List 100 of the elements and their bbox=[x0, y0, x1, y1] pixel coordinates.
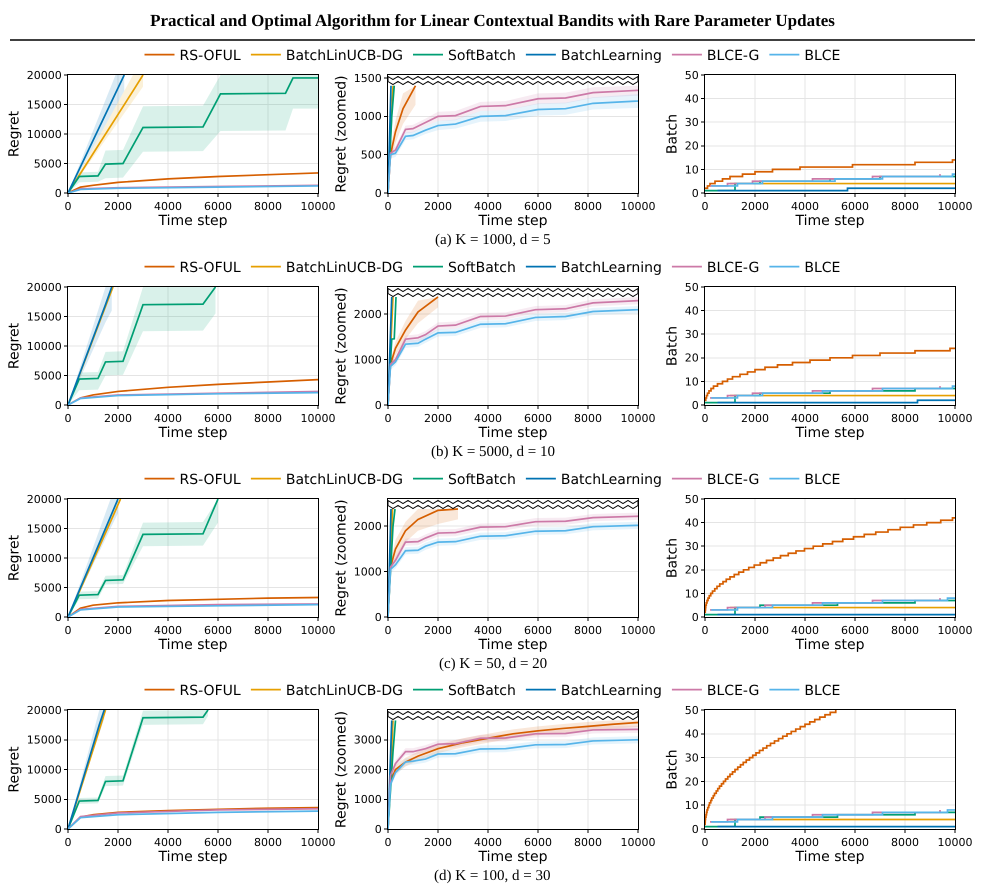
y-tick-label: 10 bbox=[684, 163, 699, 176]
legend-label: BLCE-G bbox=[706, 260, 760, 276]
x-axis-title: Time step bbox=[794, 849, 865, 866]
y-tick-label: 1000 bbox=[354, 793, 382, 806]
x-tick-label: 4000 bbox=[154, 412, 182, 426]
x-tick-label: 4000 bbox=[474, 836, 502, 850]
x-tick-label: 0 bbox=[64, 200, 72, 214]
x-tick-label: 4000 bbox=[474, 412, 502, 426]
y-axis-title: Regret (zoomed) bbox=[333, 287, 350, 405]
y-tick-label: 3000 bbox=[354, 734, 382, 747]
y-tick-label: 10 bbox=[684, 587, 699, 600]
y-tick-label: 40 bbox=[684, 516, 699, 530]
x-tick-label: 2000 bbox=[741, 200, 769, 214]
legend-label: SoftBatch bbox=[448, 472, 516, 488]
y-tick-label: 20000 bbox=[26, 280, 62, 294]
legend-label: BLCE bbox=[804, 260, 840, 276]
x-tick-label: 8000 bbox=[574, 624, 602, 638]
y-tick-label: 0 bbox=[374, 398, 382, 412]
y-tick-label: 0 bbox=[54, 822, 62, 836]
y-tick-label: 0 bbox=[374, 610, 382, 624]
y-tick-label: 30 bbox=[684, 328, 699, 342]
y-tick-label: 20 bbox=[684, 775, 699, 788]
y-tick-label: 30 bbox=[684, 540, 699, 554]
y-tick-label: 50 bbox=[684, 280, 699, 294]
legend-label: BatchLearning bbox=[560, 683, 662, 700]
x-tick-label: 6000 bbox=[204, 624, 232, 638]
x-axis-title: Time step bbox=[158, 425, 228, 442]
y-tick-label: 0 bbox=[692, 610, 699, 624]
x-tick-label: 4000 bbox=[474, 624, 502, 638]
y-tick-label: 20000 bbox=[26, 492, 62, 506]
y-axis-title: Batch bbox=[664, 326, 680, 366]
x-tick-label: 6000 bbox=[841, 200, 869, 214]
x-tick-label: 2000 bbox=[104, 200, 132, 214]
y-tick-label: 1500 bbox=[354, 72, 382, 85]
x-tick-label: 6000 bbox=[841, 836, 869, 850]
y-tick-label: 10000 bbox=[26, 552, 62, 565]
text: Practical and Optimal Algorithm for Linear Contextual Bandits with Rare Parameter Updates bbox=[150, 10, 836, 30]
x-tick-label: 8000 bbox=[254, 836, 282, 850]
y-axis-title: Regret bbox=[6, 746, 22, 793]
y-axis-title: Regret bbox=[6, 110, 22, 158]
x-tick-label: 8000 bbox=[574, 412, 602, 426]
x-tick-label: 0 bbox=[384, 836, 392, 850]
y-tick-label: 40 bbox=[684, 728, 699, 741]
y-tick-label: 5000 bbox=[34, 793, 62, 806]
x-tick-label: 10000 bbox=[938, 200, 972, 214]
x-tick-label: 0 bbox=[702, 412, 708, 426]
x-tick-label: 2000 bbox=[741, 412, 769, 426]
x-tick-label: 8000 bbox=[574, 200, 602, 214]
x-tick-label: 10000 bbox=[620, 624, 656, 638]
x-tick-label: 6000 bbox=[524, 200, 552, 214]
x-tick-label: 0 bbox=[702, 624, 708, 638]
y-tick-label: 15000 bbox=[26, 522, 62, 536]
y-tick-label: 0 bbox=[54, 398, 62, 412]
y-tick-label: 50 bbox=[684, 704, 699, 717]
y-tick-label: 2000 bbox=[354, 763, 382, 776]
x-tick-label: 2000 bbox=[104, 624, 132, 638]
x-axis-title: Time step bbox=[478, 425, 548, 442]
x-tick-label: 6000 bbox=[524, 412, 552, 426]
x-tick-label: 10000 bbox=[300, 412, 336, 426]
x-tick-label: 6000 bbox=[841, 624, 869, 638]
legend-label: BatchLearning bbox=[560, 260, 662, 276]
legend-label: BatchLinUCB-DG bbox=[286, 472, 403, 488]
x-tick-label: 2000 bbox=[424, 200, 452, 214]
y-tick-label: 10 bbox=[684, 375, 699, 388]
text: (d) K = 100, d = 30 bbox=[434, 868, 550, 884]
y-axis-title: Batch bbox=[664, 114, 680, 154]
y-tick-label: 1000 bbox=[354, 353, 382, 366]
x-axis-title: Time step bbox=[794, 213, 865, 230]
y-axis-title: Batch bbox=[664, 538, 680, 578]
x-tick-label: 6000 bbox=[524, 624, 552, 638]
y-tick-label: 0 bbox=[374, 822, 382, 836]
y-tick-label: 30 bbox=[684, 116, 699, 130]
x-tick-label: 6000 bbox=[204, 200, 232, 214]
y-tick-label: 50 bbox=[684, 492, 699, 506]
x-tick-label: 8000 bbox=[891, 412, 919, 426]
x-tick-label: 10000 bbox=[300, 200, 336, 214]
legend-label: SoftBatch bbox=[448, 48, 516, 64]
legend-label: BatchLinUCB-DG bbox=[286, 260, 403, 276]
legend-label: BLCE-G bbox=[706, 683, 760, 700]
y-tick-label: 0 bbox=[692, 398, 699, 412]
x-tick-label: 2000 bbox=[424, 412, 452, 426]
y-axis-title: Regret (zoomed) bbox=[333, 710, 350, 828]
y-tick-label: 10000 bbox=[26, 128, 62, 141]
x-axis-title: Time step bbox=[478, 213, 548, 230]
x-axis-title: Time step bbox=[794, 425, 865, 442]
legend-label: BatchLinUCB-DG bbox=[286, 683, 403, 700]
legend-label: BLCE bbox=[804, 48, 840, 64]
x-tick-label: 4000 bbox=[791, 624, 819, 638]
x-tick-label: 0 bbox=[384, 412, 392, 426]
text: (c) K = 50, d = 20 bbox=[439, 656, 548, 672]
y-tick-label: 15000 bbox=[26, 98, 62, 112]
legend-label: RS-OFUL bbox=[180, 48, 241, 64]
y-tick-label: 0 bbox=[692, 822, 699, 836]
y-tick-label: 10000 bbox=[26, 763, 62, 776]
x-tick-label: 0 bbox=[64, 412, 72, 426]
x-tick-label: 10000 bbox=[938, 624, 972, 638]
y-tick-label: 1000 bbox=[354, 565, 382, 578]
legend-label: SoftBatch bbox=[448, 683, 516, 700]
y-axis-title: Regret (zoomed) bbox=[333, 499, 350, 617]
y-tick-label: 10000 bbox=[26, 340, 62, 353]
